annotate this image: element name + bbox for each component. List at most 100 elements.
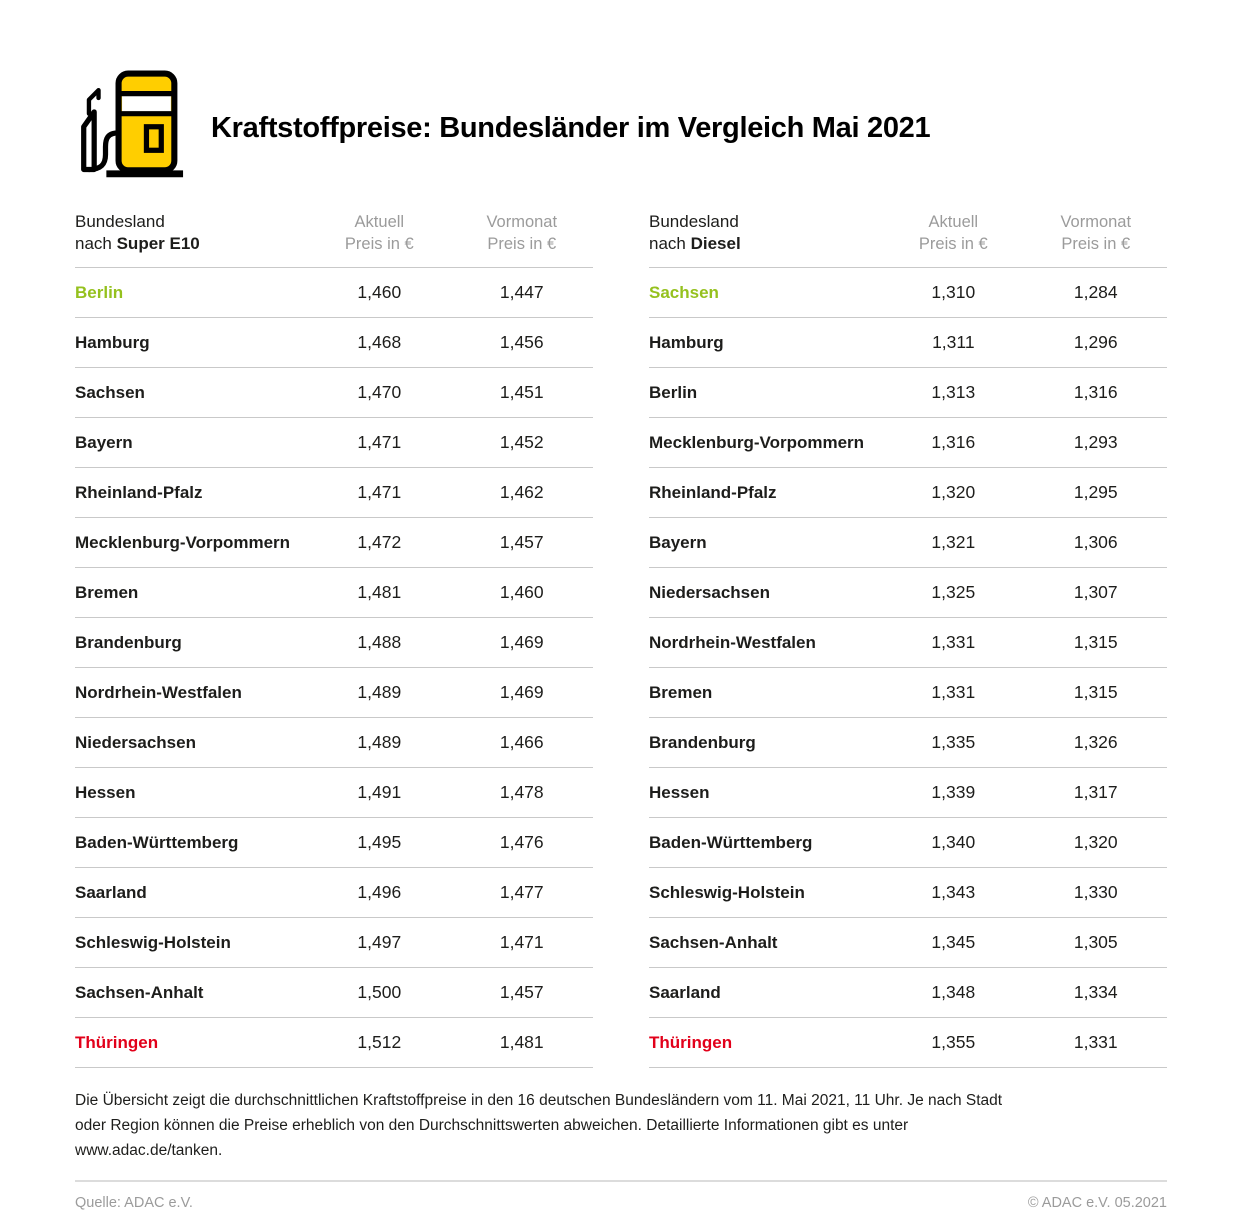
state-name: Mecklenburg-Vorpommern (75, 532, 291, 552)
column-header-vormonat: Vormonat Preis in € (1025, 211, 1167, 255)
aktuell-value: 1,355 (931, 1032, 976, 1052)
tables-container: Bundesland nach Super E10 Aktuell Preis … (75, 211, 1167, 1068)
vormonat-label: Vormonat (486, 213, 558, 231)
credits-row: Quelle: ADAC e.V. © ADAC e.V. 05.2021 (75, 1195, 1167, 1211)
vormonat-value: 1,466 (499, 732, 544, 752)
page-title: Kraftstoffpreise: Bundesländer im Vergle… (211, 112, 931, 144)
vormonat-value: 1,457 (499, 982, 544, 1002)
aktuell-value: 1,470 (357, 382, 402, 402)
state-name: Sachsen (75, 382, 145, 402)
vormonat-value: 1,320 (1073, 832, 1118, 852)
state-name: Bayern (75, 432, 133, 452)
aktuell-value: 1,339 (931, 782, 976, 802)
table-row: Saarland 1,496 1,477 (75, 868, 593, 918)
table-row: Berlin 1,460 1,447 (75, 268, 593, 318)
state-name: Sachsen-Anhalt (75, 982, 204, 1002)
footnote-text: Die Übersicht zeigt die durchschnittlich… (75, 1092, 1003, 1159)
vormonat-value: 1,284 (1073, 282, 1118, 302)
aktuell-value: 1,310 (931, 282, 976, 302)
vormonat-value: 1,317 (1073, 782, 1118, 802)
table-row: Bayern 1,321 1,306 (649, 518, 1167, 568)
state-name: Thüringen (75, 1032, 159, 1052)
state-name: Bremen (649, 682, 713, 702)
aktuell-value: 1,321 (931, 532, 976, 552)
state-name: Sachsen-Anhalt (649, 932, 778, 952)
aktuell-value: 1,488 (357, 632, 402, 652)
fuel-name: Diesel (690, 234, 741, 253)
table-row: Baden-Württemberg 1,495 1,476 (75, 818, 593, 868)
table-row: Sachsen 1,310 1,284 (649, 268, 1167, 318)
aktuell-value: 1,491 (357, 782, 402, 802)
table-row: Bayern 1,471 1,452 (75, 418, 593, 468)
state-name: Saarland (75, 882, 147, 902)
table-row: Thüringen 1,355 1,331 (649, 1018, 1167, 1068)
state-name: Mecklenburg-Vorpommern (649, 432, 865, 452)
fuel-prefix: nach (75, 234, 117, 253)
vormonat-value: 1,456 (499, 332, 544, 352)
state-name: Hessen (75, 782, 136, 802)
table-row: Hessen 1,491 1,478 (75, 768, 593, 818)
state-name: Bremen (75, 582, 139, 602)
vormonat-value: 1,476 (499, 832, 544, 852)
table-row: Hamburg 1,311 1,296 (649, 318, 1167, 368)
copyright-text: © ADAC e.V. 05.2021 (1027, 1195, 1167, 1211)
aktuell-value: 1,316 (931, 432, 976, 452)
table-row: Hamburg 1,468 1,456 (75, 318, 593, 368)
table-body: Sachsen 1,310 1,284 Hamburg 1,311 1,296 Berlin… (649, 268, 1167, 1068)
column-header-aktuell: Aktuell Preis in € (882, 211, 1024, 255)
aktuell-value: 1,472 (357, 532, 402, 552)
table-row: Mecklenburg-Vorpommern 1,316 1,293 (649, 418, 1167, 468)
aktuell-unit: Preis in € (918, 235, 988, 253)
bundesland-label: Bundesland (75, 212, 165, 231)
aktuell-value: 1,496 (357, 882, 402, 902)
state-name: Rheinland-Pfalz (75, 482, 203, 502)
vormonat-value: 1,316 (1073, 382, 1118, 402)
vormonat-value: 1,307 (1073, 582, 1118, 602)
aktuell-value: 1,335 (931, 732, 976, 752)
vormonat-value: 1,462 (499, 482, 544, 502)
aktuell-value: 1,497 (357, 932, 402, 952)
aktuell-unit: Preis in € (344, 235, 414, 253)
vormonat-value: 1,326 (1073, 732, 1118, 752)
vormonat-value: 1,481 (499, 1032, 544, 1052)
header: Kraftstoffpreise: Bundesländer im Vergle… (75, 62, 1167, 195)
column-header-bundesland: Bundesland nach Super E10 (75, 211, 308, 255)
fuel-prefix: nach (649, 234, 691, 253)
divider (75, 1180, 1167, 1182)
table-row: Hessen 1,339 1,317 (649, 768, 1167, 818)
vormonat-value: 1,331 (1073, 1032, 1118, 1052)
table-row: Mecklenburg-Vorpommern 1,472 1,457 (75, 518, 593, 568)
column-header-aktuell: Aktuell Preis in € (308, 211, 450, 255)
state-name: Sachsen (649, 282, 719, 302)
state-name: Brandenburg (649, 732, 756, 752)
vormonat-value: 1,452 (499, 432, 544, 452)
state-name: Nordrhein-Westfalen (75, 682, 242, 702)
vormonat-value: 1,315 (1073, 682, 1118, 702)
state-name: Saarland (649, 982, 721, 1002)
aktuell-value: 1,495 (357, 832, 402, 852)
table-row: Schleswig-Holstein 1,497 1,471 (75, 918, 593, 968)
aktuell-value: 1,340 (931, 832, 976, 852)
vormonat-value: 1,306 (1073, 532, 1118, 552)
state-name: Nordrhein-Westfalen (649, 632, 816, 652)
aktuell-value: 1,348 (931, 982, 976, 1002)
state-name: Berlin (75, 282, 124, 302)
table-super-e10: Bundesland nach Super E10 Aktuell Preis … (75, 211, 593, 1068)
vormonat-value: 1,457 (499, 532, 544, 552)
fuel-pump-icon (81, 70, 184, 178)
vormonat-value: 1,451 (499, 382, 544, 402)
state-name: Hamburg (649, 332, 724, 352)
vormonat-value: 1,295 (1073, 482, 1118, 502)
state-name: Rheinland-Pfalz (649, 482, 777, 502)
state-name: Schleswig-Holstein (75, 932, 231, 952)
state-name: Baden-Württemberg (649, 832, 813, 852)
state-name: Hessen (649, 782, 710, 802)
vormonat-value: 1,469 (499, 682, 544, 702)
table-row: Sachsen-Anhalt 1,500 1,457 (75, 968, 593, 1018)
vormonat-value: 1,334 (1073, 982, 1118, 1002)
table-row: Sachsen-Anhalt 1,345 1,305 (649, 918, 1167, 968)
aktuell-value: 1,345 (931, 932, 976, 952)
vormonat-value: 1,447 (499, 282, 544, 302)
state-name: Baden-Württemberg (75, 832, 239, 852)
table-row: Bremen 1,481 1,460 (75, 568, 593, 618)
